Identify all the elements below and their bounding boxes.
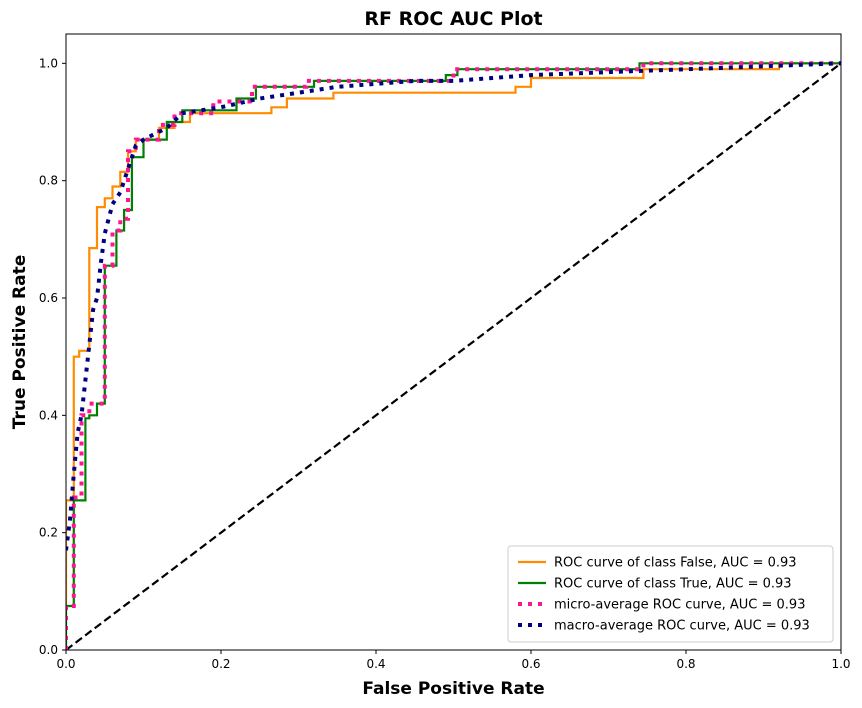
- legend-label: ROC curve of class True, AUC = 0.93: [554, 577, 792, 592]
- roc-series-line-1: [66, 62, 841, 650]
- x-tick-label: 0.0: [56, 657, 75, 671]
- y-tick-label: 0.0: [39, 643, 58, 657]
- y-tick-label: 0.2: [39, 526, 58, 540]
- legend-box: [507, 545, 834, 643]
- y-axis-ticks: 0.0 0.2 0.4 0.6 0.8 1.0: [39, 56, 66, 657]
- y-tick-label: 0.6: [39, 291, 58, 305]
- x-tick-label: 0.6: [521, 657, 540, 671]
- x-axis-ticks: 0.0 0.2 0.4 0.6 0.8 1.0: [56, 650, 851, 671]
- chart-title: RF ROC AUC Plot: [364, 8, 542, 30]
- x-tick-label: 0.4: [366, 657, 385, 671]
- legend-label: micro-average ROC curve, AUC = 0.93: [554, 598, 805, 613]
- roc-series-line-3: [66, 61, 841, 551]
- x-tick-label: 0.8: [676, 657, 695, 671]
- x-tick-label: 0.2: [211, 657, 230, 671]
- x-tick-label: 1.0: [831, 657, 850, 671]
- legend-label: macro-average ROC curve, AUC = 0.93: [554, 619, 810, 634]
- y-tick-label: 1.0: [39, 56, 58, 70]
- roc-series-line-2: [66, 61, 841, 650]
- plot-frame: [65, 33, 842, 651]
- legend-label: ROC curve of class False, AUC = 0.93: [554, 556, 797, 571]
- y-tick-label: 0.8: [39, 174, 58, 188]
- chance-diagonal-line: [66, 62, 841, 650]
- y-axis-label: True Positive Rate: [10, 255, 30, 429]
- plot-area: [66, 61, 841, 650]
- y-tick-label: 0.4: [39, 408, 58, 422]
- legend: ROC curve of class False, AUC = 0.93 ROC …: [507, 545, 834, 643]
- x-axis-label: False Positive Rate: [362, 679, 544, 699]
